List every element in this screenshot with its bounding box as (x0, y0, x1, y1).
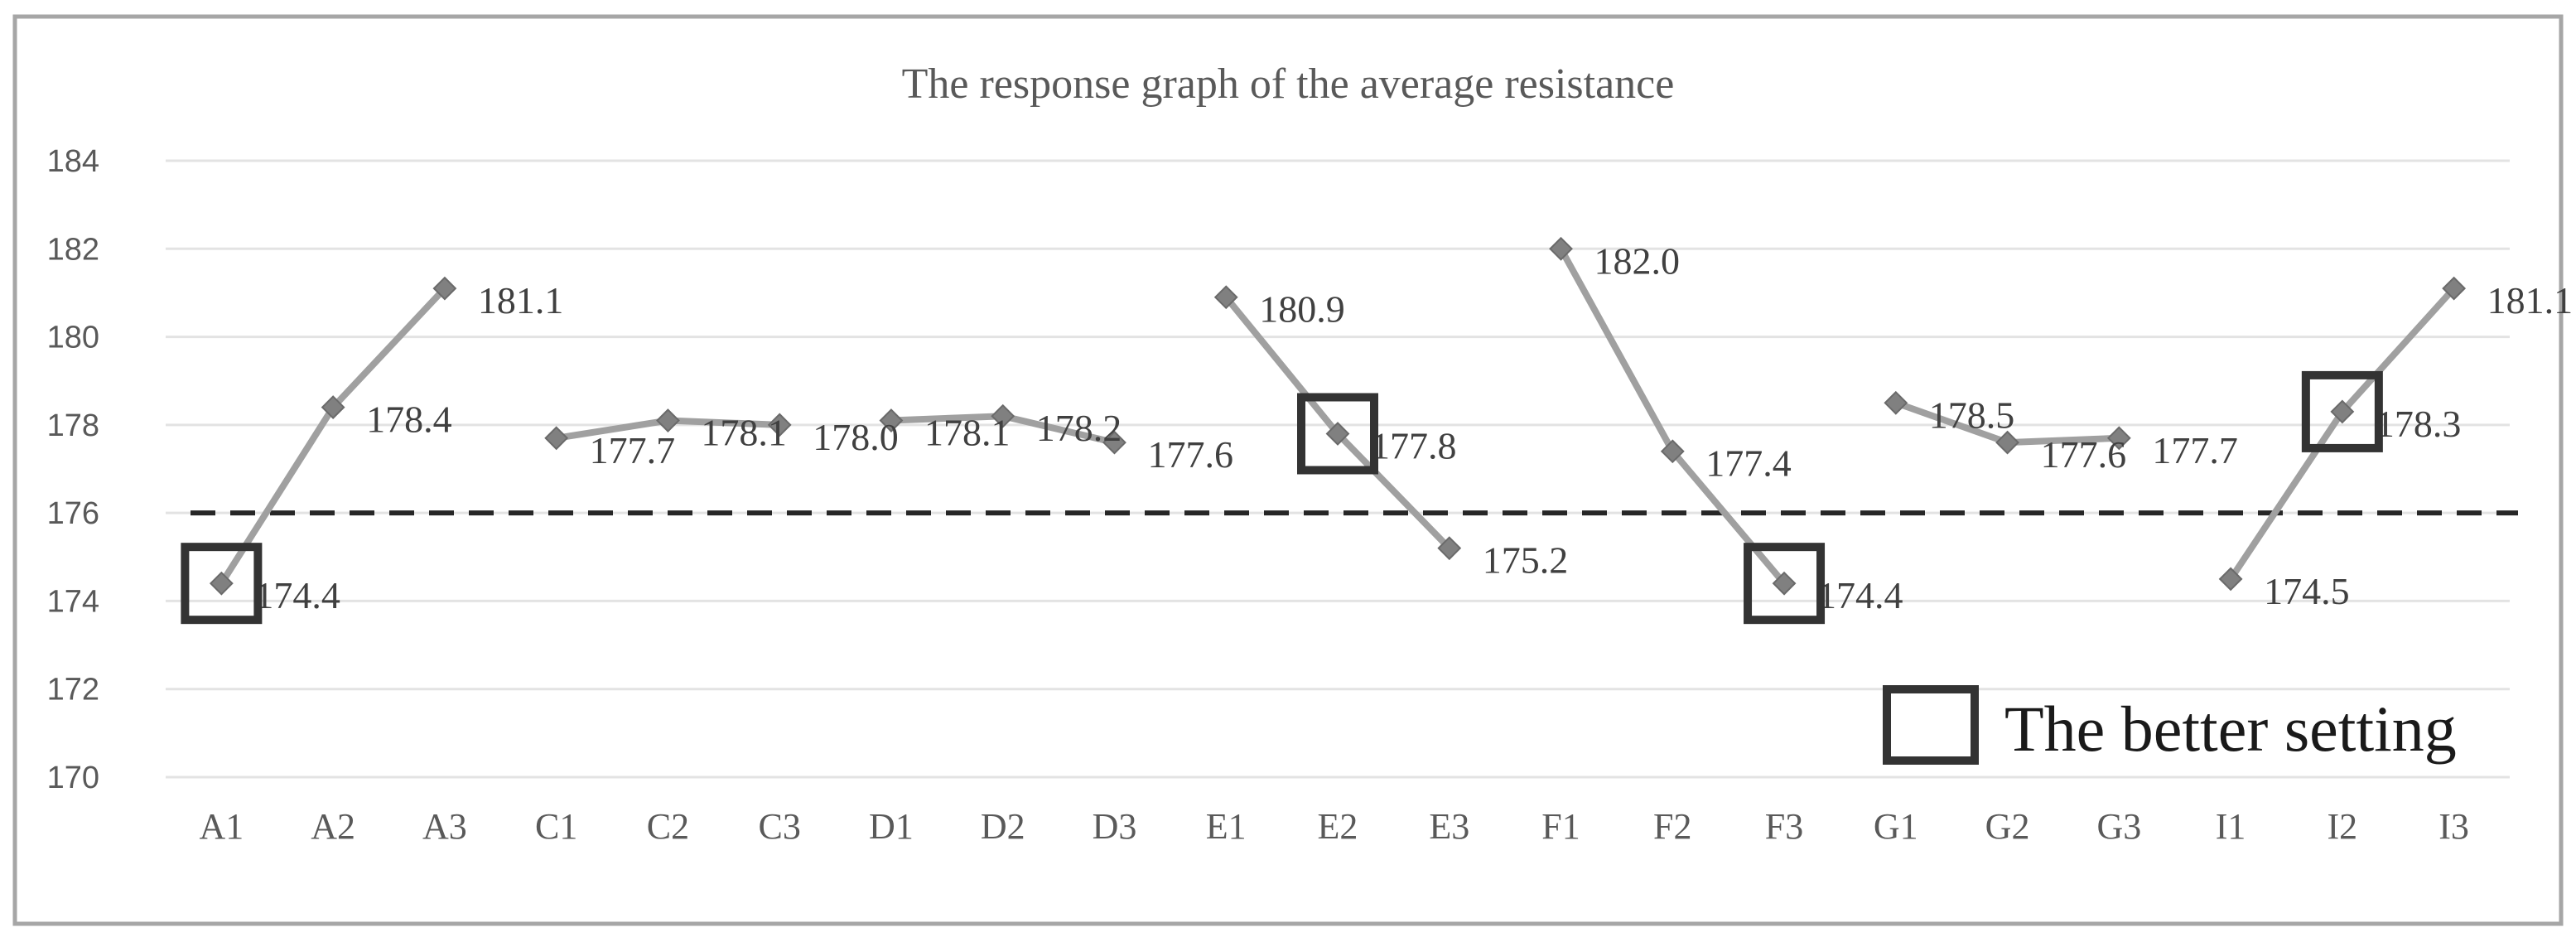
chart-frame (12, 14, 2564, 926)
chart-title: The response graph of the average resist… (902, 60, 1675, 108)
x-tick-G3: G3 (2096, 806, 2141, 847)
x-tick-D1: D1 (869, 806, 914, 847)
x-tick-A1: A1 (199, 806, 244, 847)
data-label-I1: 174.5 (2264, 570, 2350, 612)
point-F3 (1772, 571, 1797, 596)
point-C1 (544, 426, 569, 451)
x-tick-F2: F2 (1653, 806, 1691, 847)
x-axis-ticks: A1 A2 A3 C1 C2 C3 D1 D2 D3 E1 E2 E3 F1 F2 F3 G1 G2 G3 I1 I2… (199, 806, 2468, 847)
x-tick-D2: D2 (981, 806, 1025, 847)
data-label-A2: 178.4 (366, 399, 451, 441)
x-tick-F1: F1 (1541, 806, 1580, 847)
point-G2 (1995, 430, 2019, 455)
data-label-D1: 178.1 (924, 412, 1011, 454)
x-tick-G1: G1 (1874, 806, 1918, 847)
data-label-E3: 175.2 (1483, 539, 1569, 582)
x-tick-C2: C2 (647, 806, 689, 847)
data-labels: 174.4 178.4 181.1 177.7 178.1 178.0 178.1 178.2… (254, 239, 2573, 616)
highlight-box-I2 (2301, 370, 2383, 452)
data-label-D2: 178.2 (1036, 407, 1122, 449)
data-label-A3: 181.1 (478, 279, 564, 321)
series-layer (209, 236, 2467, 596)
y-tick-170: 170 (47, 761, 99, 795)
point-F2 (1660, 439, 1685, 464)
point-D1 (879, 408, 904, 432)
data-label-F1: 182.0 (1594, 239, 1681, 282)
point-I3 (2442, 276, 2467, 301)
legend-box-icon (1883, 685, 1979, 765)
y-axis-ticks: 170 172 174 176 178 180 182 184 (47, 144, 99, 795)
data-label-G2: 177.6 (2041, 433, 2127, 476)
data-label-C2: 178.1 (701, 412, 787, 454)
point-D3 (1102, 430, 1126, 455)
x-tick-I2: I2 (2328, 806, 2358, 847)
x-tick-F3: F3 (1765, 806, 1803, 847)
x-tick-E3: E3 (1429, 806, 1469, 847)
x-tick-E2: E2 (1318, 806, 1358, 847)
point-F1 (1549, 236, 1573, 261)
highlight-box-A1 (181, 543, 263, 625)
point-A1 (209, 571, 234, 596)
y-tick-172: 172 (47, 673, 99, 708)
y-tick-174: 174 (47, 584, 99, 619)
data-label-E1: 180.9 (1259, 288, 1345, 331)
point-C2 (656, 408, 680, 432)
x-tick-A2: A2 (311, 806, 355, 847)
x-tick-E1: E1 (1206, 806, 1247, 847)
data-label-G1: 178.5 (1929, 394, 2015, 436)
point-C3 (767, 413, 792, 437)
x-tick-C1: C1 (535, 806, 577, 847)
data-label-E2: 177.8 (1371, 424, 1457, 466)
x-tick-D3: D3 (1093, 806, 1137, 847)
point-A3 (432, 276, 457, 301)
data-label-F2: 177.4 (1705, 442, 1792, 485)
legend-label: The better setting (2004, 693, 2457, 765)
point-I2 (2330, 399, 2355, 424)
highlight-boxes (181, 370, 2383, 625)
data-label-C1: 177.7 (590, 429, 676, 471)
data-label-G3: 177.7 (2152, 429, 2238, 471)
point-E2 (1325, 422, 1350, 446)
x-tick-C3: C3 (759, 806, 801, 847)
x-tick-G2: G2 (1985, 806, 2030, 847)
y-tick-184: 184 (47, 144, 99, 179)
data-label-C3: 178.0 (813, 416, 898, 458)
point-A2 (321, 395, 345, 420)
y-tick-178: 178 (47, 408, 99, 443)
point-I1 (2218, 567, 2243, 592)
x-tick-I1: I1 (2216, 806, 2246, 847)
highlight-box-E2 (1297, 393, 1378, 475)
x-tick-A3: A3 (422, 806, 467, 847)
data-label-D3: 177.6 (1147, 433, 1233, 476)
point-D2 (991, 403, 1015, 428)
highlight-box-F3 (1744, 543, 1826, 625)
point-E1 (1213, 285, 1238, 310)
y-tick-182: 182 (47, 232, 99, 267)
y-tick-180: 180 (47, 321, 99, 355)
data-label-A1: 174.4 (254, 574, 340, 616)
y-tick-176: 176 (47, 496, 99, 531)
point-G1 (1884, 390, 1908, 415)
x-tick-I3: I3 (2439, 806, 2469, 847)
data-label-I2: 178.3 (2376, 403, 2462, 445)
legend: The better setting (1883, 685, 2457, 765)
point-E3 (1437, 536, 1462, 561)
data-label-F3: 174.4 (1817, 574, 1903, 616)
data-label-I3: 181.1 (2487, 279, 2574, 321)
point-G3 (2106, 426, 2131, 451)
